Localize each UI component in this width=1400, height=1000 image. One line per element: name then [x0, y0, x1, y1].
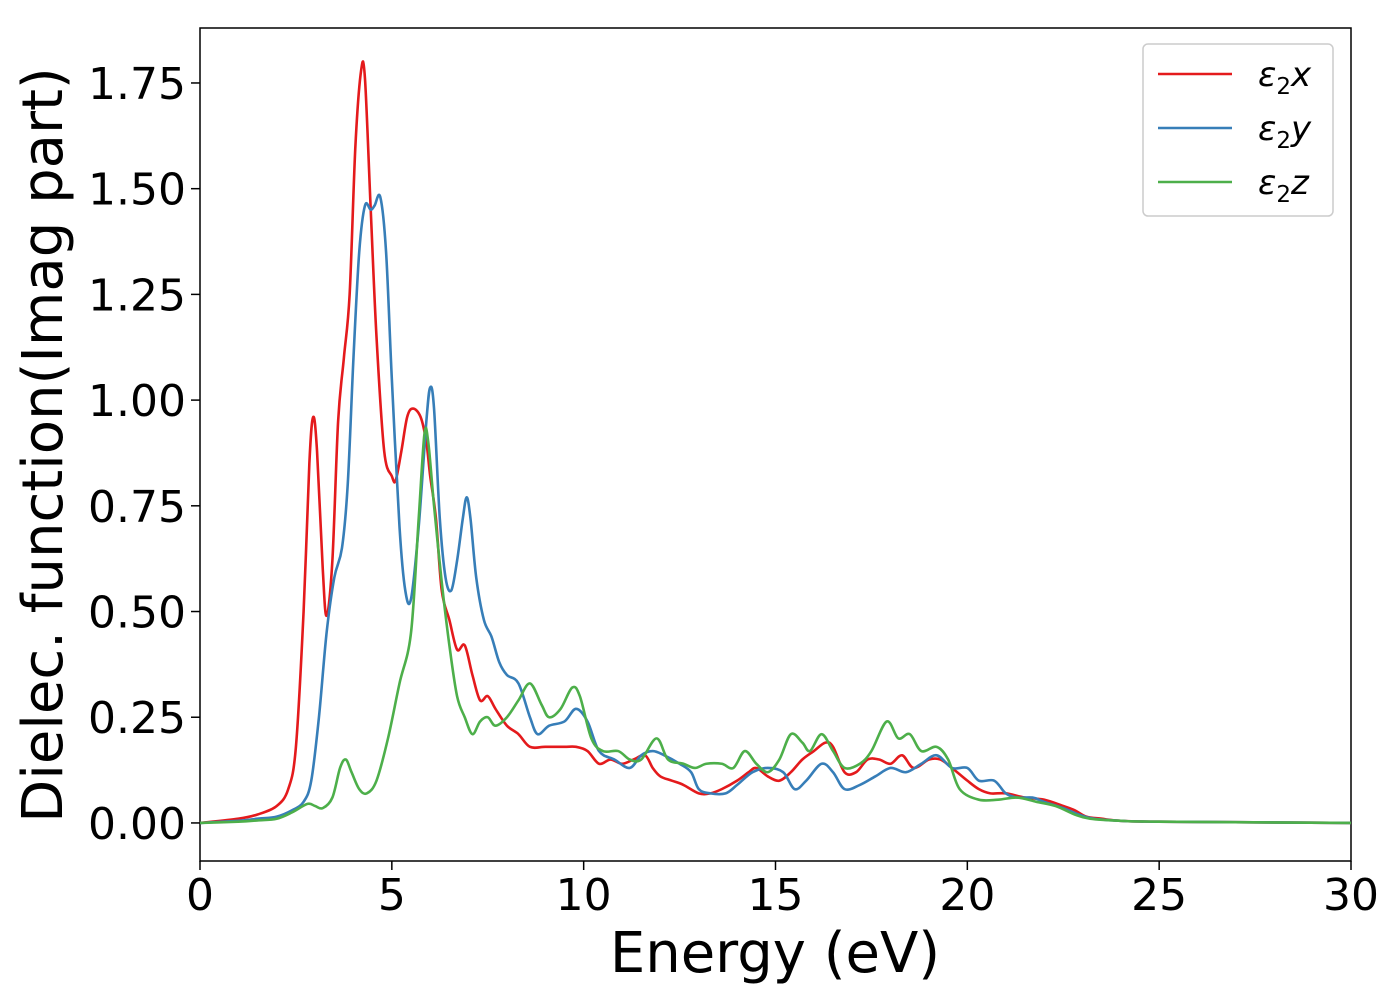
series-line-1	[199, 193, 1352, 825]
y-axis-label: Dielec. function(Imag part)	[11, 67, 76, 823]
y-tick-label: 0.00	[88, 799, 186, 850]
legend: ε2x ε2y ε2z	[1142, 43, 1334, 217]
y-tick-label: 1.75	[88, 59, 186, 110]
legend-label: ε2z	[1258, 163, 1310, 208]
x-tick-label: 20	[939, 870, 995, 921]
x-tick-label: 25	[1131, 870, 1187, 921]
y-tick-label: 0.75	[88, 482, 186, 533]
y-tick-label: 1.50	[88, 165, 186, 216]
x-tick-label: 5	[378, 870, 406, 921]
series-line-2	[199, 426, 1352, 825]
y-tick-label: 0.25	[88, 693, 186, 744]
x-axis-ticks: 0 5 10 15 20 25 30	[186, 861, 1379, 921]
x-tick-label: 10	[556, 870, 612, 921]
legend-label: ε2y	[1258, 109, 1312, 154]
y-tick-label: 1.00	[88, 376, 186, 427]
y-tick-label: 0.50	[88, 588, 186, 639]
legend-label: ε2x	[1258, 55, 1312, 100]
y-axis-ticks: 0.00 0.25 0.50 0.75 1.00 1.25 1.50 1.75	[88, 59, 200, 850]
legend-box	[1142, 43, 1334, 217]
x-tick-label: 30	[1323, 870, 1379, 921]
y-tick-label: 1.25	[88, 270, 186, 321]
x-tick-label: 15	[748, 870, 804, 921]
series-lines	[199, 60, 1352, 825]
x-axis-label: Energy (eV)	[610, 921, 940, 986]
x-tick-label: 0	[186, 870, 214, 921]
